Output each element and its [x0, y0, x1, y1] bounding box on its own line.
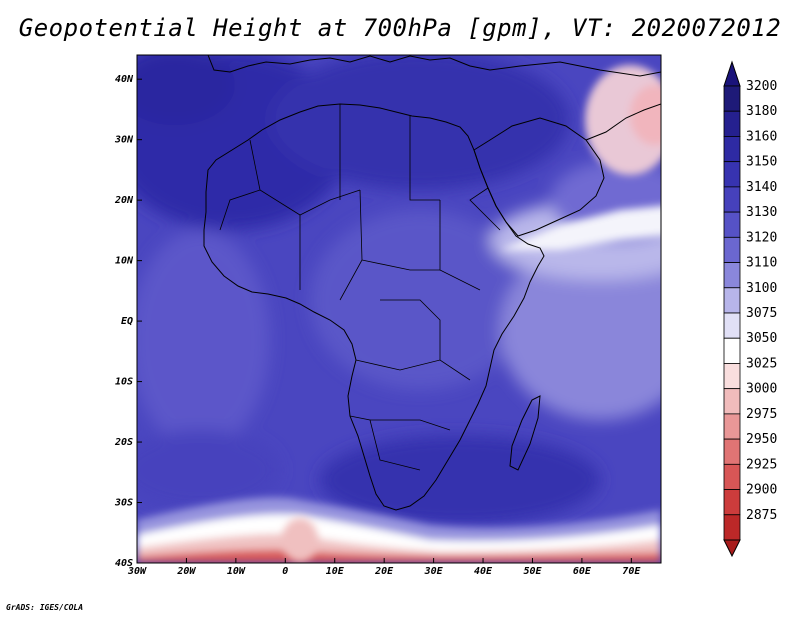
x-tick-label: 10E — [326, 566, 345, 577]
x-tick-label: 10W — [227, 566, 246, 577]
colorbar-label: 3100 — [746, 281, 777, 296]
madagascar-outline — [509, 395, 541, 471]
chart-title: Geopotential Height at 700hPa [gpm], VT:… — [18, 14, 782, 42]
y-tick-label: 20S — [114, 437, 133, 448]
colorbar-top-arrow — [723, 60, 741, 87]
colorbar-label: 3025 — [746, 356, 777, 371]
colorbar-swatch — [723, 287, 741, 314]
iran-coastline — [585, 103, 661, 141]
colorbar-label: 3110 — [746, 256, 777, 271]
colorbar-label: 2975 — [746, 407, 777, 422]
colorbar-swatch — [723, 337, 741, 364]
y-tick-label: 10N — [115, 256, 134, 267]
colorbar-swatch — [723, 85, 741, 112]
x-tick-label: 40E — [474, 566, 493, 577]
colorbar-swatch — [723, 463, 741, 490]
colorbar-swatch — [723, 110, 741, 137]
colorbar-swatch — [723, 514, 741, 541]
footer-credit: GrADS: IGES/COLA — [6, 603, 84, 612]
colorbar-swatch — [723, 236, 741, 263]
colorbar-swatch — [723, 211, 741, 238]
colorbar: 3200 3180 3160 3150 3140 3130 3120 3110 3100 3075… — [723, 60, 777, 558]
y-tick-label: EQ — [121, 316, 133, 327]
colorbar-label: 3140 — [746, 180, 777, 195]
africa-coastline — [203, 103, 545, 511]
colorbar-swatch — [723, 312, 741, 339]
y-tick-label: 40S — [115, 558, 133, 569]
colorbar-swatch — [723, 413, 741, 440]
x-tick-label: 60E — [573, 566, 592, 577]
colorbar-label: 3075 — [746, 306, 777, 321]
colorbar-label: 2950 — [746, 432, 777, 447]
colorbar-label: 2900 — [746, 483, 777, 498]
height-field — [137, 55, 661, 563]
map-frame — [136, 54, 662, 564]
x-tick-label: 0 — [282, 566, 288, 577]
arabia-outline — [473, 117, 605, 237]
colorbar-swatch — [723, 161, 741, 188]
colorbar-label: 3050 — [746, 331, 777, 346]
colorbar-swatch — [723, 388, 741, 415]
colorbar-swatch — [723, 136, 741, 163]
x-tick-label: 70E — [622, 566, 641, 577]
colorbar-label: 3200 — [746, 79, 777, 94]
colorbar-swatch — [723, 363, 741, 390]
europe-coastline — [207, 55, 661, 77]
x-tick-label: 20W — [176, 566, 196, 577]
colorbar-label: 3180 — [746, 104, 777, 119]
colorbar-label: 3130 — [746, 205, 777, 220]
colorbar-label: 2925 — [746, 457, 777, 472]
colorbar-label: 2875 — [746, 508, 777, 523]
x-tick-label: 20E — [374, 566, 394, 577]
colorbar-label: 3120 — [746, 230, 777, 245]
y-tick-label: 30S — [114, 498, 133, 509]
colorbar-swatch — [723, 186, 741, 213]
y-tick-label: 10S — [115, 377, 133, 388]
map-axes: 30W 20W 10W 0 10E 20E 30E 40E 50E 60E 70E 40N 30N 20N… — [114, 74, 641, 577]
x-tick-label: 50E — [523, 566, 542, 577]
colorbar-label: 3150 — [746, 155, 777, 170]
colorbar-label: 3160 — [746, 129, 777, 144]
colorbar-swatch — [723, 438, 741, 465]
colorbar-swatch — [723, 489, 741, 516]
colorbar-label: 3000 — [746, 382, 777, 397]
x-tick-label: 30W — [127, 566, 147, 577]
country-borders — [219, 104, 501, 471]
x-tick-label: 30E — [424, 566, 444, 577]
y-tick-label: 20N — [114, 195, 134, 206]
colorbar-bottom-arrow — [723, 539, 741, 558]
y-tick-label: 40N — [115, 74, 134, 85]
y-tick-label: 30N — [114, 135, 134, 146]
colorbar-swatch — [723, 262, 741, 289]
